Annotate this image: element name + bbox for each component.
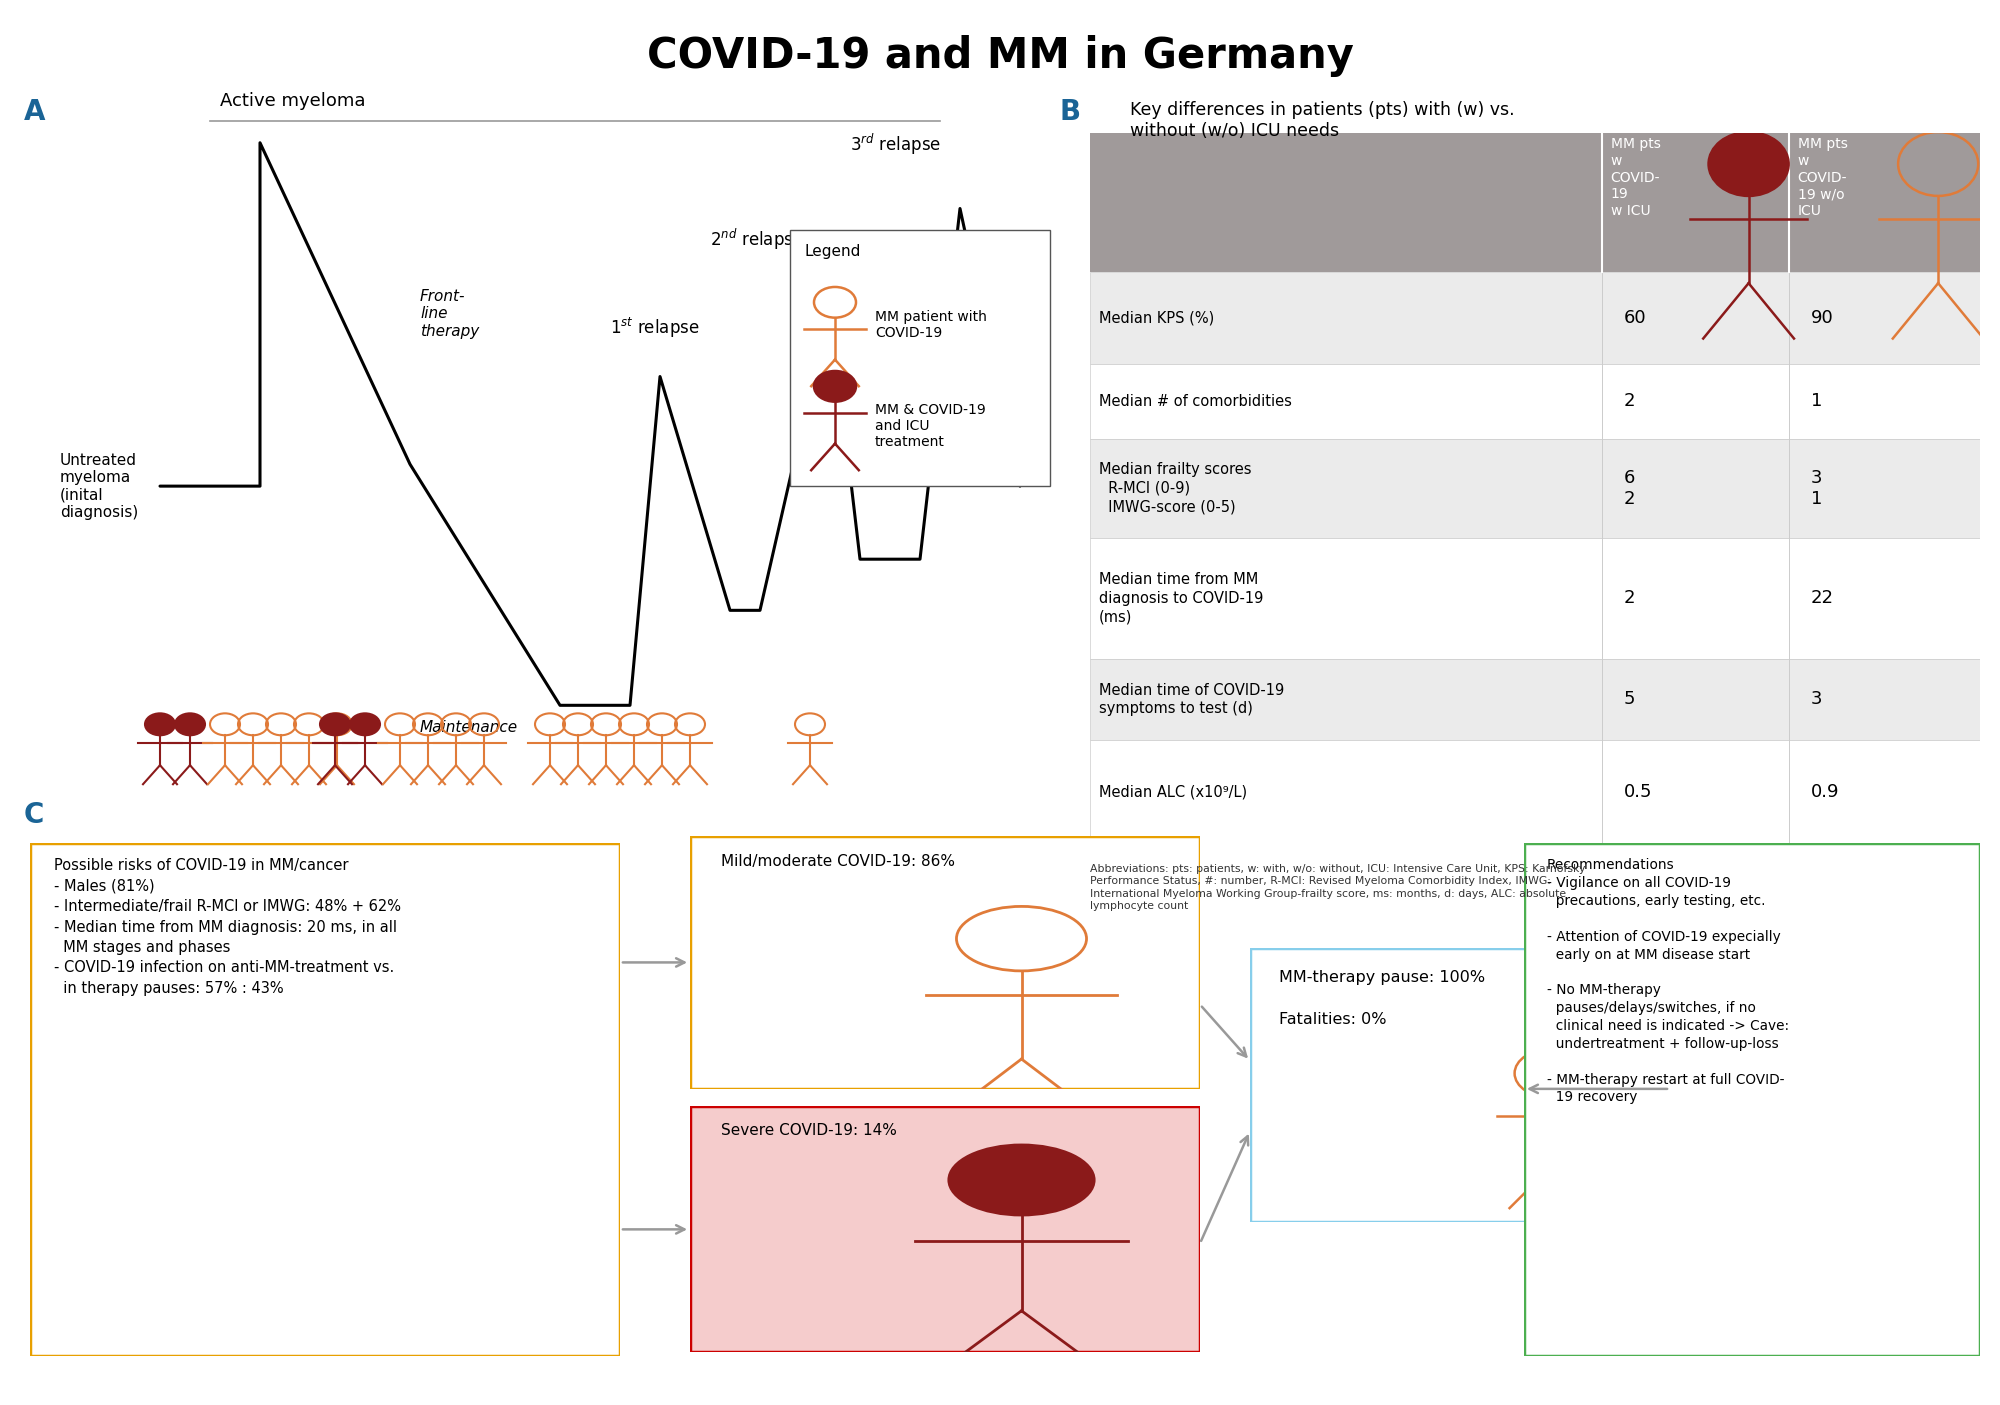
FancyBboxPatch shape <box>690 1106 1200 1352</box>
Text: 90: 90 <box>1810 309 1834 327</box>
Text: MM pts
w
COVID-
19
w ICU: MM pts w COVID- 19 w ICU <box>1610 138 1660 218</box>
Circle shape <box>144 714 176 735</box>
Text: Abbreviations: pts: patients, w: with, w/o: without, ICU: Intensive Care Unit, K: Abbreviations: pts: patients, w: with, w… <box>1090 864 1586 912</box>
Circle shape <box>948 1145 1094 1215</box>
Text: Median ALC (x10⁹/L): Median ALC (x10⁹/L) <box>1098 784 1248 799</box>
Text: Possible risks of COVID-19 in MM/cancer
- Males (81%)
- Intermediate/frail R-MCI: Possible risks of COVID-19 in MM/cancer … <box>54 858 400 996</box>
Text: Mild/moderate COVID-19: 86%: Mild/moderate COVID-19: 86% <box>720 854 954 868</box>
FancyBboxPatch shape <box>1090 659 1980 740</box>
Text: Median # of comorbidities: Median # of comorbidities <box>1098 393 1292 409</box>
Text: $3^{rd}$ relapse: $3^{rd}$ relapse <box>850 132 942 157</box>
Circle shape <box>350 714 380 735</box>
Circle shape <box>1578 1048 1654 1097</box>
FancyBboxPatch shape <box>1090 364 1980 438</box>
FancyBboxPatch shape <box>1090 538 1980 659</box>
Text: Recommendations
- Vigilance on all COVID-19
  precautions, early testing, etc.

: Recommendations - Vigilance on all COVID… <box>1546 858 1788 1104</box>
Text: MM-therapy pause: 100%

Fatalities: 0%: MM-therapy pause: 100% Fatalities: 0% <box>1280 971 1486 1027</box>
FancyBboxPatch shape <box>690 836 1200 1089</box>
Text: Front-
line
therapy: Front- line therapy <box>420 289 480 339</box>
Circle shape <box>814 371 856 402</box>
Text: Legend: Legend <box>804 243 862 259</box>
Text: $2^{nd}$ relapse: $2^{nd}$ relapse <box>710 228 804 253</box>
Text: 3
1: 3 1 <box>1810 469 1822 507</box>
Text: B: B <box>1060 98 1082 126</box>
FancyBboxPatch shape <box>1090 438 1980 538</box>
Text: 5: 5 <box>1624 690 1636 708</box>
FancyBboxPatch shape <box>790 230 1050 486</box>
Circle shape <box>176 714 206 735</box>
Text: Median time of COVID-19
symptoms to test (d): Median time of COVID-19 symptoms to test… <box>1098 683 1284 717</box>
Text: $1^{st}$ relapse: $1^{st}$ relapse <box>610 316 700 340</box>
Text: A: A <box>24 98 46 126</box>
Text: 22: 22 <box>1810 589 1834 607</box>
FancyBboxPatch shape <box>1524 843 1980 1356</box>
Text: MM pts
w
COVID-
19 w/o
ICU: MM pts w COVID- 19 w/o ICU <box>1798 138 1848 218</box>
Text: COVID-19 and MM in Germany: COVID-19 and MM in Germany <box>646 35 1354 77</box>
Text: Severe COVID-19: 14%: Severe COVID-19: 14% <box>720 1123 896 1138</box>
Text: 2: 2 <box>1624 589 1636 607</box>
FancyBboxPatch shape <box>1090 271 1980 364</box>
FancyBboxPatch shape <box>1090 133 1980 271</box>
Text: 6
2: 6 2 <box>1624 469 1636 507</box>
Text: Median frailty scores
  R-MCI (0-9)
  IMWG-score (0-5): Median frailty scores R-MCI (0-9) IMWG-s… <box>1098 462 1252 514</box>
FancyBboxPatch shape <box>1090 740 1980 843</box>
Text: 60: 60 <box>1624 309 1646 327</box>
Text: 1: 1 <box>1810 392 1822 410</box>
Text: MM patient with
COVID-19: MM patient with COVID-19 <box>876 311 986 340</box>
Text: C: C <box>24 801 44 829</box>
Circle shape <box>320 714 350 735</box>
Text: 2: 2 <box>1624 392 1636 410</box>
Text: Key differences in patients (pts) with (w) vs.
without (w/o) ICU needs: Key differences in patients (pts) with (… <box>1130 101 1514 140</box>
FancyBboxPatch shape <box>30 843 620 1356</box>
Text: Maintenance: Maintenance <box>420 719 518 735</box>
Text: Active myeloma: Active myeloma <box>220 91 366 110</box>
Text: 0.5: 0.5 <box>1624 783 1652 801</box>
Text: Median time from MM
diagnosis to COVID-19
(ms): Median time from MM diagnosis to COVID-1… <box>1098 572 1264 624</box>
Text: MM & COVID-19
and ICU
treatment: MM & COVID-19 and ICU treatment <box>876 403 986 450</box>
Circle shape <box>1708 132 1788 195</box>
FancyBboxPatch shape <box>1250 948 1670 1222</box>
Text: Untreated
myeloma
(inital
diagnosis): Untreated myeloma (inital diagnosis) <box>60 452 138 520</box>
Text: 3: 3 <box>1810 690 1822 708</box>
Text: 0.9: 0.9 <box>1810 783 1840 801</box>
Text: Median KPS (%): Median KPS (%) <box>1098 311 1214 326</box>
